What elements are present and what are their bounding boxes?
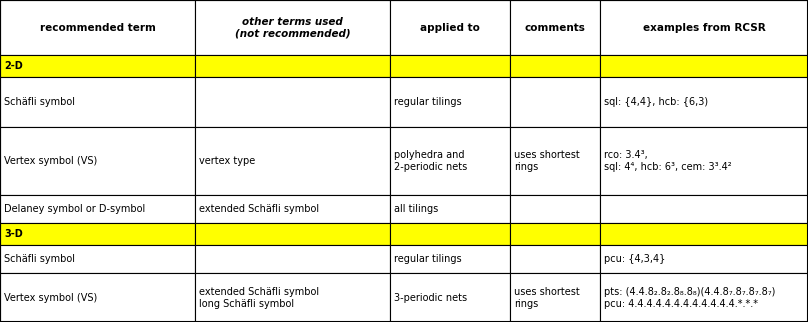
Text: uses shortest
rings: uses shortest rings — [514, 150, 580, 172]
Bar — [600, 77, 808, 127]
Text: 3-D: 3-D — [4, 229, 23, 239]
Bar — [195, 55, 390, 77]
Bar — [510, 195, 600, 223]
Bar — [195, 0, 390, 55]
Bar — [600, 195, 808, 223]
Bar — [600, 127, 808, 195]
Bar — [0, 223, 195, 245]
Bar — [510, 55, 600, 77]
Bar — [510, 77, 600, 127]
Text: Delaney symbol or D-symbol: Delaney symbol or D-symbol — [4, 204, 145, 214]
Bar — [0, 195, 195, 223]
Bar — [390, 223, 510, 245]
Bar — [195, 195, 390, 223]
Text: Schäfli symbol: Schäfli symbol — [4, 97, 75, 107]
Bar — [390, 273, 510, 322]
Text: uses shortest
rings: uses shortest rings — [514, 287, 580, 309]
Bar — [0, 55, 195, 77]
Bar — [195, 223, 390, 245]
Bar — [510, 0, 600, 55]
Bar — [390, 127, 510, 195]
Text: Vertex symbol (VS): Vertex symbol (VS) — [4, 156, 97, 166]
Text: examples from RCSR: examples from RCSR — [642, 23, 765, 33]
Bar — [195, 245, 390, 273]
Bar — [0, 0, 195, 55]
Text: Schäfli symbol: Schäfli symbol — [4, 254, 75, 264]
Bar — [195, 273, 390, 322]
Text: rco: 3.4³,
sql: 4⁴, hcb: 6³, cem: 3³.4²: rco: 3.4³, sql: 4⁴, hcb: 6³, cem: 3³.4² — [604, 150, 731, 172]
Bar — [600, 55, 808, 77]
Text: regular tilings: regular tilings — [394, 97, 461, 107]
Bar — [390, 245, 510, 273]
Bar — [600, 245, 808, 273]
Bar — [0, 127, 195, 195]
Text: extended Schäfli symbol: extended Schäfli symbol — [199, 204, 319, 214]
Text: pcu: {4,3,4}: pcu: {4,3,4} — [604, 254, 665, 264]
Bar — [600, 223, 808, 245]
Text: vertex type: vertex type — [199, 156, 255, 166]
Text: pts: (4.4.8₂.8₂.8₈.8₈)(4.4.8₇.8₇.8₇.8₇)
pcu: 4.4.4.4.4.4.4.4.4.4.4.4.*.*.*: pts: (4.4.8₂.8₂.8₈.8₈)(4.4.8₇.8₇.8₇.8₇) … — [604, 287, 776, 309]
Text: other terms used
(not recommended): other terms used (not recommended) — [234, 17, 351, 38]
Bar — [0, 245, 195, 273]
Bar — [510, 245, 600, 273]
Text: sql: {4,4}, hcb: {6,3): sql: {4,4}, hcb: {6,3) — [604, 97, 708, 107]
Text: extended Schäfli symbol
long Schäfli symbol: extended Schäfli symbol long Schäfli sym… — [199, 287, 319, 309]
Text: regular tilings: regular tilings — [394, 254, 461, 264]
Bar — [510, 273, 600, 322]
Bar — [390, 195, 510, 223]
Bar — [600, 273, 808, 322]
Bar — [510, 127, 600, 195]
Bar — [390, 77, 510, 127]
Bar — [390, 55, 510, 77]
Text: Vertex symbol (VS): Vertex symbol (VS) — [4, 293, 97, 303]
Text: 2-D: 2-D — [4, 61, 23, 71]
Bar — [510, 223, 600, 245]
Text: comments: comments — [524, 23, 586, 33]
Bar — [390, 0, 510, 55]
Text: all tilings: all tilings — [394, 204, 438, 214]
Text: recommended term: recommended term — [40, 23, 155, 33]
Text: polyhedra and
2-periodic nets: polyhedra and 2-periodic nets — [394, 150, 467, 172]
Bar — [600, 0, 808, 55]
Bar — [0, 273, 195, 322]
Bar — [0, 77, 195, 127]
Bar — [195, 77, 390, 127]
Text: applied to: applied to — [420, 23, 480, 33]
Text: 3-periodic nets: 3-periodic nets — [394, 293, 467, 303]
Bar — [195, 127, 390, 195]
